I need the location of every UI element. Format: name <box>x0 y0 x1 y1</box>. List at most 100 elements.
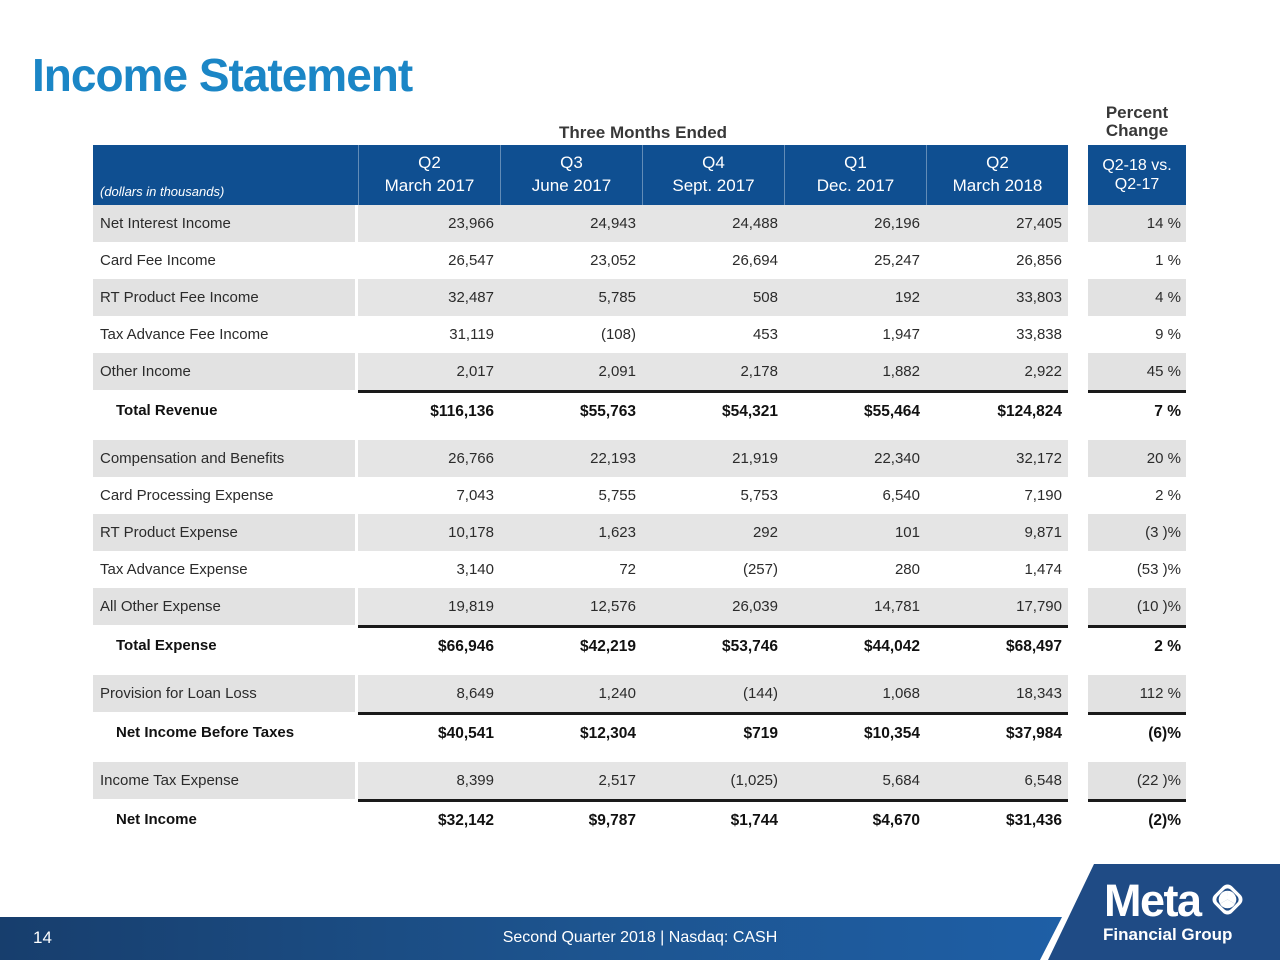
column-header-period: March 2018 <box>952 176 1043 195</box>
value-text: 10,354 <box>872 724 920 742</box>
column-gap <box>1068 762 1088 799</box>
value-text: 42,219 <box>588 637 636 655</box>
value-cell: 6,548 <box>926 762 1068 799</box>
row-label: Income Tax Expense <box>93 762 355 799</box>
row-values: 23,966 24,943 24,488 26,196 27,405 <box>358 205 1068 242</box>
value-text: 68,497 <box>1014 637 1062 655</box>
table-row: Other Income 2,017 2,091 2,178 1,882 2,922 45 … <box>93 353 1193 390</box>
value-cell: $37,984 <box>926 715 1068 752</box>
column-header-period: June 2017 <box>531 176 612 195</box>
value-cell: 1,623 <box>500 514 642 551</box>
value-text: 5,753 <box>740 487 778 504</box>
percent-cell: 45 % <box>1088 353 1186 390</box>
percent-cell: 14 % <box>1088 205 1186 242</box>
percent-cell: 4 % <box>1088 279 1186 316</box>
percent-cell: 9 % <box>1155 326 1181 343</box>
value-text: 2,017 <box>456 363 494 380</box>
value-text: 101 <box>894 524 920 541</box>
value-text: 26,039 <box>732 598 778 615</box>
value-text: 5,684 <box>882 772 920 789</box>
value-text: 31,119 <box>449 326 494 343</box>
percent-cell: (2)% <box>1088 799 1186 839</box>
column-gap <box>1068 675 1088 712</box>
table-row: Provision for Loan Loss 8,649 1,240 (144) 1,… <box>93 675 1193 712</box>
value-cell: $44,042 <box>784 628 926 665</box>
row-label: Provision for Loan Loss <box>93 675 355 712</box>
page-title: Income Statement <box>32 49 413 101</box>
value-text: 6,540 <box>882 487 920 504</box>
value-cell: 26,039 <box>642 588 784 625</box>
value-text: 22,193 <box>590 450 636 467</box>
value-text: 7,190 <box>1024 487 1062 504</box>
value-cell: 508 <box>642 279 784 316</box>
value-text: 2,922 <box>1024 363 1062 380</box>
value-cell: 280 <box>784 551 926 588</box>
value-cell: 192 <box>784 279 926 316</box>
value-cell: $54,321 <box>642 393 784 430</box>
row-values: 32,487 5,785 508 192 33,803 <box>358 279 1068 316</box>
value-cell: 2,091 <box>500 353 642 390</box>
currency-symbol: $ <box>872 811 882 829</box>
table-header-bar: (dollars in thousands) Q2 March 2017 Q3 Jun… <box>93 145 1068 205</box>
value-cell: $55,464 <box>784 393 926 430</box>
value-text: 508 <box>752 289 778 306</box>
percent-column-header-line2: Q2-17 <box>1114 176 1160 193</box>
percent-cell: (53 )% <box>1136 561 1181 578</box>
row-label: Other Income <box>93 353 355 390</box>
table-group-header: Three Months Ended <box>558 123 728 142</box>
value-text: 21,919 <box>732 450 778 467</box>
value-cell: 12,576 <box>500 588 642 625</box>
value-text: 3,140 <box>456 561 494 578</box>
value-cell: 22,340 <box>784 440 926 477</box>
table-row: All Other Expense 19,819 12,576 26,039 14,78… <box>93 588 1193 625</box>
column-header-period: March 2017 <box>384 176 475 195</box>
row-values: $40,541 $12,304 $719 $10,354 $37,984 <box>358 712 1068 752</box>
row-label: Total Revenue <box>116 401 218 419</box>
value-cell: 1,068 <box>784 675 926 712</box>
table-row: Tax Advance Expense 3,140 72 (257) 280 1,474 (… <box>93 551 1193 588</box>
row-values: $66,946 $42,219 $53,746 $44,042 $68,497 <box>358 625 1068 665</box>
value-text: 33,803 <box>1016 289 1062 306</box>
value-cell: 5,755 <box>500 477 642 514</box>
value-cell: 26,856 <box>926 242 1068 279</box>
value-text: 24,488 <box>732 215 778 232</box>
column-gap <box>1068 477 1088 514</box>
table-row: RT Product Fee Income 32,487 5,785 508 192 33… <box>93 279 1193 316</box>
row-label: Compensation and Benefits <box>93 440 355 477</box>
value-text: 18,343 <box>1016 685 1062 702</box>
value-cell: 1,947 <box>784 316 926 353</box>
value-text: 5,785 <box>598 289 636 306</box>
value-text: 10,178 <box>448 524 494 541</box>
currency-symbol: $ <box>1005 637 1015 655</box>
row-label: Total Expense <box>116 636 217 654</box>
value-cell: $4,670 <box>784 802 926 839</box>
currency-symbol: $ <box>730 811 740 829</box>
value-text: 1,474 <box>1024 561 1062 578</box>
row-values: 10,178 1,623 292 101 9,871 <box>358 514 1068 551</box>
value-cell: 32,172 <box>926 440 1068 477</box>
value-cell: 8,399 <box>358 762 500 799</box>
percent-cell: 2 % <box>1155 487 1181 504</box>
row-values: 31,119 (108) 453 1,947 33,838 <box>358 316 1068 353</box>
row-label: RT Product Expense <box>93 514 355 551</box>
percent-change-header: Percent Change <box>1080 104 1194 140</box>
column-gap <box>1068 205 1088 242</box>
value-text: 6,548 <box>1024 772 1062 789</box>
row-values: $32,142 $9,787 $1,744 $4,670 $31,436 <box>358 799 1068 839</box>
value-cell: (108) <box>500 316 642 353</box>
currency-symbol: $ <box>863 724 873 742</box>
table-row: Card Fee Income 26,547 23,052 26,694 25,247 2… <box>93 242 1193 279</box>
value-cell: 27,405 <box>926 205 1068 242</box>
percent-cell: (6)% <box>1088 712 1186 752</box>
table-row: Card Processing Expense 7,043 5,755 5,753 6,… <box>93 477 1193 514</box>
value-text: 12,576 <box>590 598 636 615</box>
row-label: Tax Advance Expense <box>100 561 248 578</box>
row-label: Net Income Before Taxes <box>116 723 295 741</box>
row-label: Net Interest Income <box>93 205 355 242</box>
value-cell: $66,946 <box>358 628 500 665</box>
value-cell: 18,343 <box>926 675 1068 712</box>
value-cell: $12,304 <box>500 715 642 752</box>
column-header-quarter: Q2 <box>418 153 441 172</box>
value-text: 26,856 <box>1016 252 1062 269</box>
value-text: 31,436 <box>1014 811 1062 829</box>
